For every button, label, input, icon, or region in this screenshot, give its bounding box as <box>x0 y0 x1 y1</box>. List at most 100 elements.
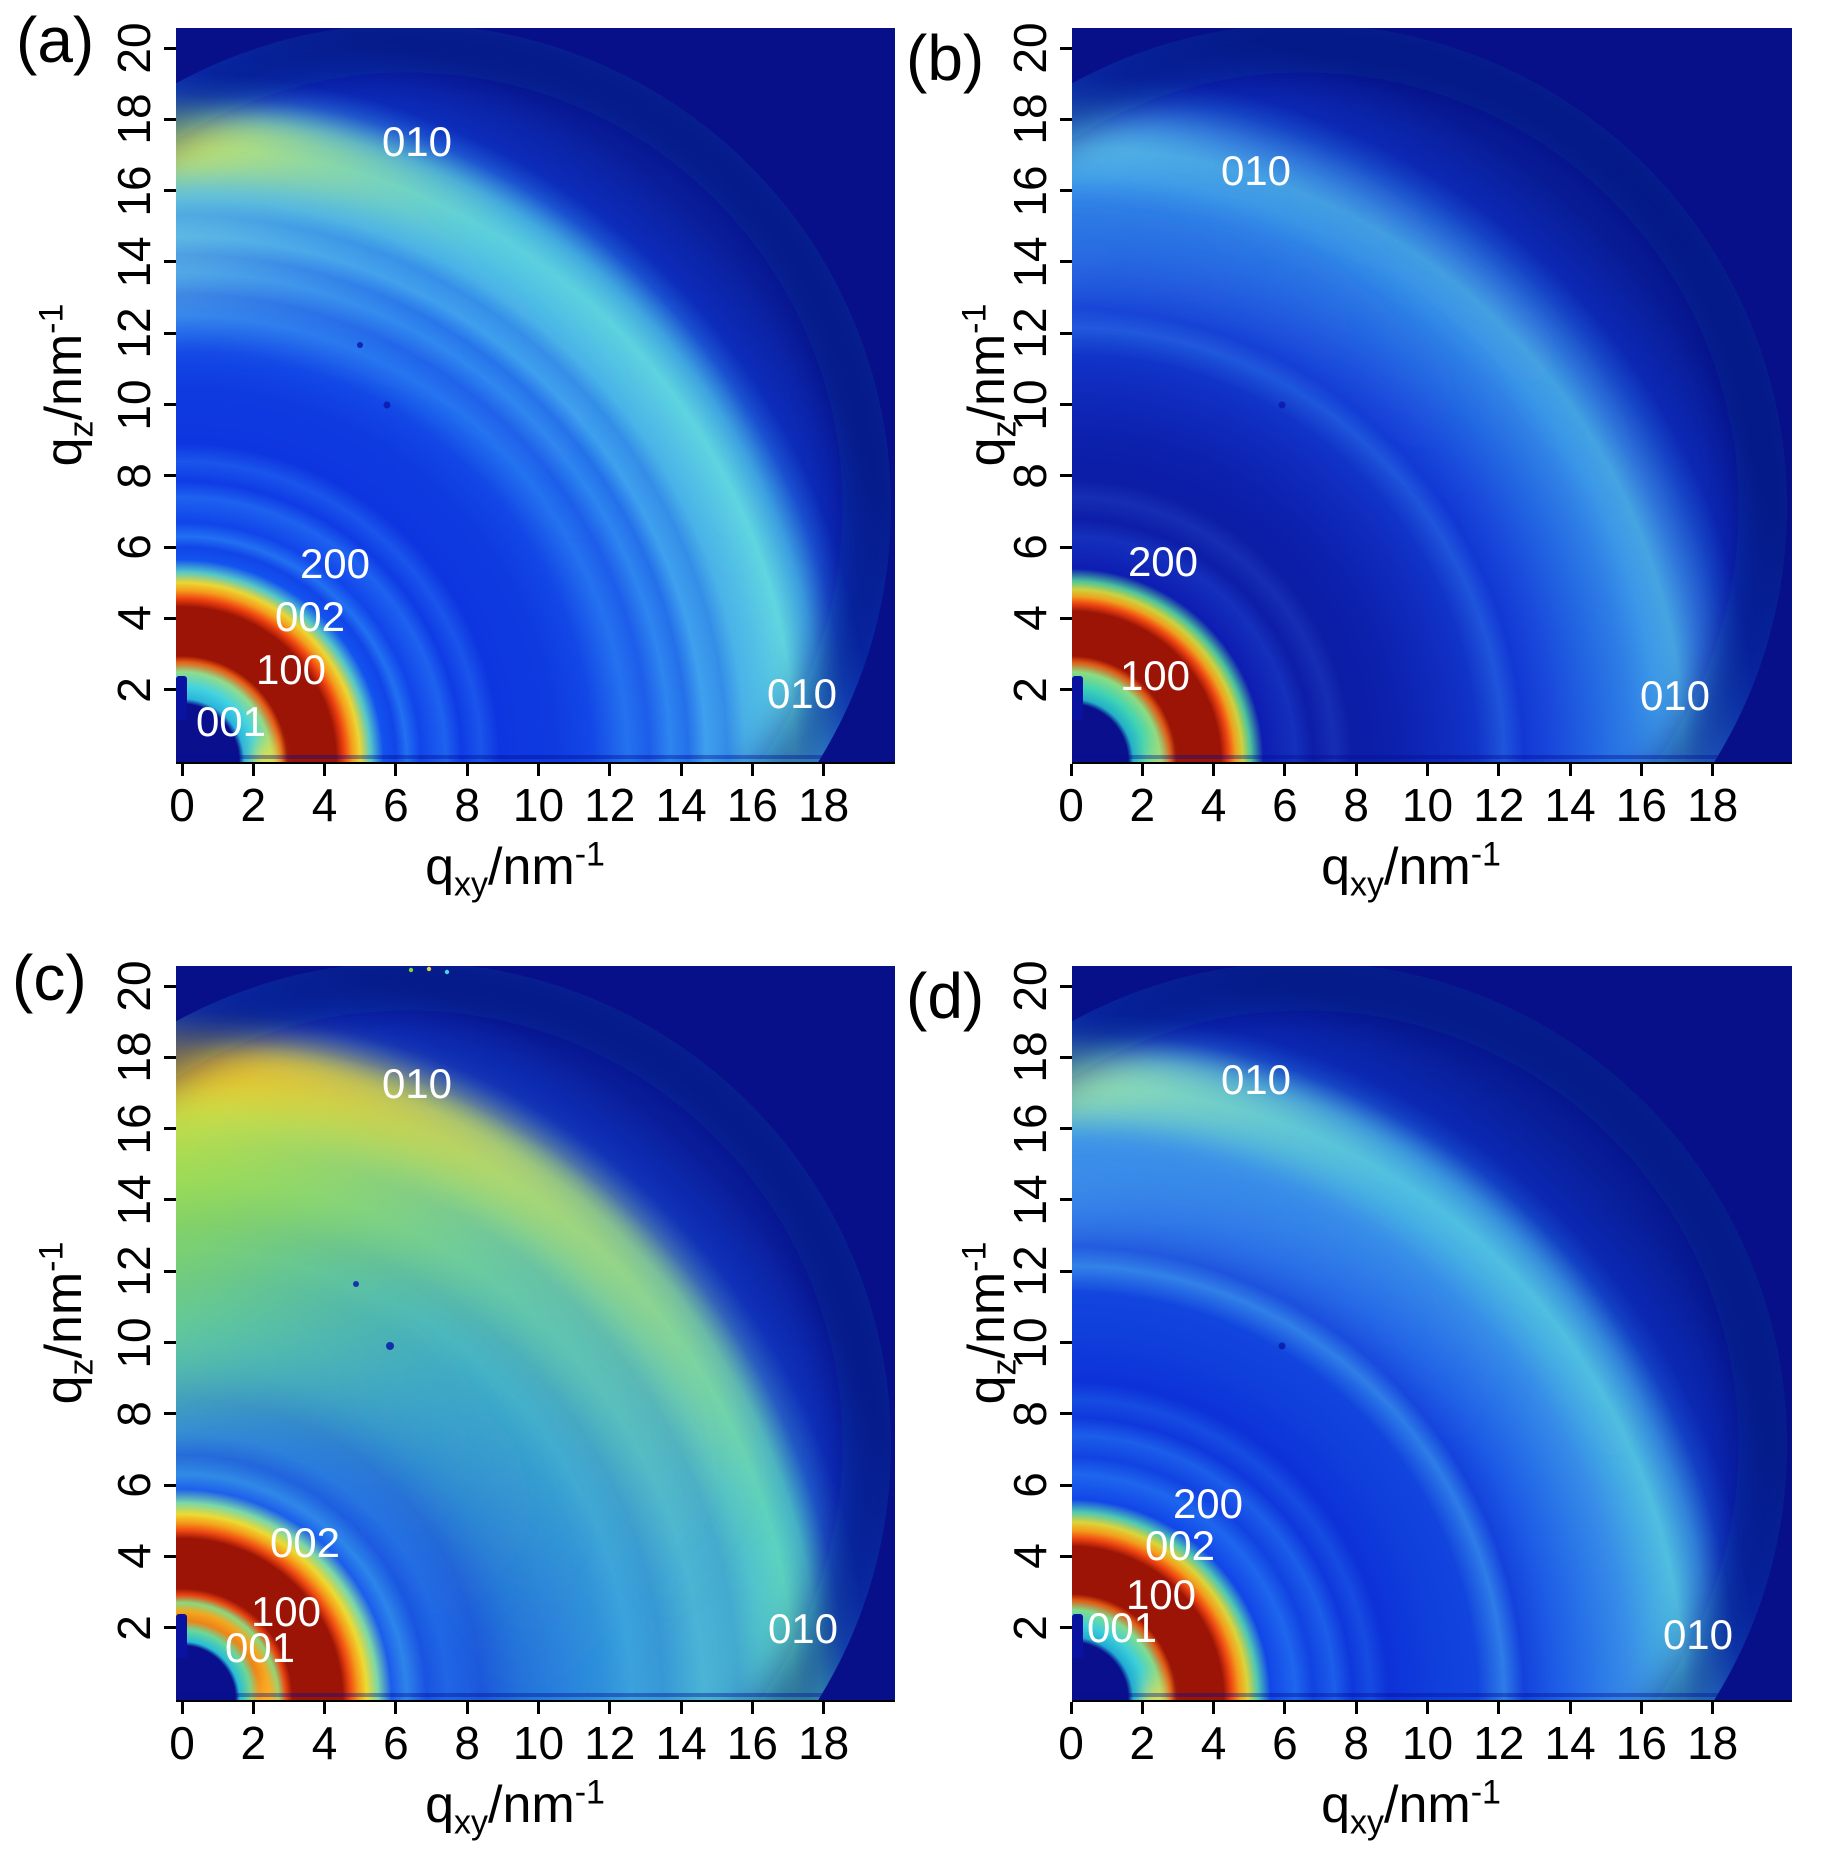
beamstop-arm-c <box>176 1614 187 1658</box>
beamstop-arm-a <box>176 676 187 720</box>
y-tick-label-2-d: 2 <box>1004 1614 1056 1641</box>
peak-label-010-a: 010 <box>382 118 452 165</box>
y-tick-4-c <box>164 1554 176 1558</box>
y-tick-16-d <box>1060 1127 1072 1131</box>
x-axis-c <box>176 1700 895 1702</box>
x-tick-8-d <box>1354 1702 1358 1714</box>
y-tick-label-14-d: 14 <box>1004 1174 1056 1226</box>
x-tick-label-6-b: 6 <box>1272 779 1298 831</box>
x-tick-8-b <box>1354 764 1358 776</box>
x-tick-label-8-c: 8 <box>454 1717 480 1769</box>
peak-label-001-d: 001 <box>1087 1604 1157 1651</box>
x-tick-label-0-b: 0 <box>1058 779 1084 831</box>
y-tick-10-d <box>1060 1341 1072 1344</box>
x-tick-label-18-b: 18 <box>1687 779 1739 831</box>
y-tick-14-d <box>1060 1198 1072 1202</box>
dead-pixel-c <box>386 1342 394 1350</box>
peak-label-200-a: 200 <box>300 540 370 587</box>
y-tick-2-a <box>164 688 176 692</box>
y-tick-10-b <box>1060 403 1072 406</box>
x-tick-label-12-d: 12 <box>1473 1717 1525 1769</box>
x-tick-label-12-a: 12 <box>584 779 636 831</box>
y-tick-8-d <box>1060 1412 1072 1416</box>
dead-pixel-b <box>1278 401 1286 409</box>
y-tick-10-c <box>164 1341 176 1344</box>
y-tick-label-14-c: 14 <box>108 1174 160 1226</box>
x-tick-10-b <box>1426 764 1429 776</box>
x-tick-16-a <box>750 764 754 776</box>
x-tick-label-16-d: 16 <box>1615 1717 1667 1769</box>
y-tick-label-4-d: 4 <box>1004 1543 1056 1570</box>
y-tick-label-2-b: 2 <box>1004 676 1056 703</box>
y-tick-20-a <box>164 46 176 50</box>
y-tick-label-6-a: 6 <box>108 534 160 560</box>
x-axis-title-a: qxy/nm-1 <box>425 835 605 904</box>
peak-label-100-a: 100 <box>256 646 326 693</box>
x-tick-10-d <box>1426 1702 1429 1714</box>
dead-pixel-a <box>357 342 363 348</box>
x-tick-label-12-b: 12 <box>1473 779 1525 831</box>
y-tick-label-2-a: 2 <box>108 676 160 703</box>
x-axis-title-b: qxy/nm-1 <box>1321 835 1501 904</box>
y-tick-label-18-c: 18 <box>108 1031 160 1083</box>
y-tick-18-c <box>164 1055 176 1059</box>
x-tick-14-a <box>679 764 683 776</box>
x-tick-label-0-a: 0 <box>169 779 195 831</box>
y-tick-label-16-c: 16 <box>108 1103 160 1155</box>
x-tick-label-6-c: 6 <box>383 1717 409 1769</box>
y-tick-2-d <box>1060 1626 1072 1630</box>
x-tick-16-d <box>1639 1702 1643 1714</box>
detector-gap-line-d <box>1072 1693 1787 1697</box>
x-tick-0-a <box>180 764 184 776</box>
y-tick-4-d <box>1060 1554 1072 1558</box>
y-tick-12-c <box>164 1269 176 1273</box>
beamstop-arm-d <box>1072 1614 1083 1658</box>
y-tick-label-10-c: 10 <box>108 1316 160 1369</box>
x-tick-6-a <box>394 764 398 776</box>
peak-label-010-d: 010 <box>1221 1056 1291 1103</box>
giwaxs-image-b: 010 200 100 010 <box>1072 28 1792 762</box>
y-tick-6-c <box>164 1483 176 1487</box>
hot-pixel-c <box>408 967 414 973</box>
y-tick-label-6-b: 6 <box>1004 534 1056 560</box>
y-axis-title-a: qz/nm-1 <box>32 303 101 467</box>
x-tick-label-16-c: 16 <box>726 1717 778 1769</box>
dead-pixel-a <box>383 401 391 409</box>
y-tick-20-b <box>1060 46 1072 50</box>
x-tick-18-d <box>1711 1702 1715 1714</box>
y-tick-label-18-b: 18 <box>1004 93 1056 145</box>
x-axis-b <box>1072 762 1792 764</box>
y-axis-title-d: qz/nm-1 <box>955 1241 1024 1405</box>
hot-pixel-c <box>426 966 432 972</box>
y-tick-label-14-b: 14 <box>1004 236 1056 288</box>
y-tick-label-2-c: 2 <box>108 1614 160 1641</box>
y-tick-label-4-a: 4 <box>108 605 160 632</box>
x-tick-label-8-b: 8 <box>1343 779 1369 831</box>
x-tick-4-a <box>323 764 327 776</box>
y-tick-16-c <box>164 1127 176 1131</box>
dead-pixel-c <box>353 1281 359 1287</box>
x-tick-18-a <box>822 764 826 776</box>
x-tick-label-0-d: 0 <box>1058 1717 1084 1769</box>
x-tick-label-14-d: 14 <box>1544 1717 1596 1769</box>
y-tick-label-12-a: 12 <box>108 307 160 359</box>
x-tick-label-2-c: 2 <box>240 1717 267 1769</box>
y-tick-label-8-d: 8 <box>1004 1401 1056 1427</box>
y-tick-20-d <box>1060 984 1072 988</box>
y-tick-8-a <box>164 474 176 478</box>
y-tick-4-a <box>164 616 176 620</box>
beamstop-arm-b <box>1072 676 1083 720</box>
x-tick-label-18-d: 18 <box>1687 1717 1739 1769</box>
y-axis-title-b: qz/nm-1 <box>955 303 1024 467</box>
x-tick-2-b <box>1140 764 1144 776</box>
x-tick-label-10-c: 10 <box>512 1717 565 1769</box>
x-tick-4-b <box>1212 764 1216 776</box>
y-tick-label-6-d: 6 <box>1004 1472 1056 1498</box>
x-tick-12-b <box>1497 764 1501 776</box>
x-tick-18-b <box>1711 764 1715 776</box>
x-tick-12-d <box>1497 1702 1501 1714</box>
x-tick-4-c <box>323 1702 327 1714</box>
y-tick-6-a <box>164 545 176 549</box>
x-tick-0-c <box>180 1702 184 1714</box>
